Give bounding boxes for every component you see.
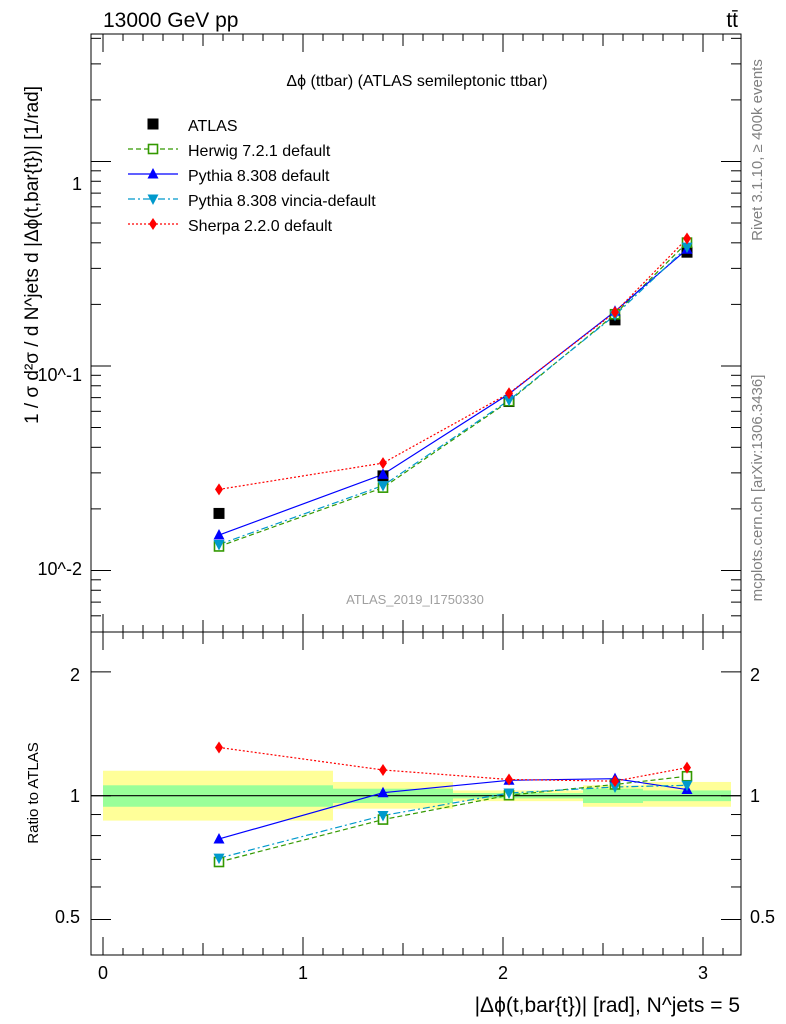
main-point-vincia <box>503 395 515 407</box>
legend-label-vincia: Pythia 8.308 vincia-default <box>188 193 376 210</box>
main-point-atlas <box>213 507 225 519</box>
main-point-sherpa <box>611 306 619 319</box>
process-label: tt̄ <box>726 9 738 32</box>
ratio-y-tick-label-right: 1 <box>750 786 760 806</box>
rivet-version-label: Rivet 3.1.10, ≥ 400k events <box>749 59 766 241</box>
ratio-point-vincia <box>609 782 621 793</box>
ratio-y-tick-label: 1 <box>70 786 80 806</box>
legend: ATLAS Herwig 7.2.1 default Pythia 8.308 … <box>128 118 376 235</box>
main-point-vincia <box>681 242 693 254</box>
mcplots-source-label: mcplots.cern.ch [arXiv:1306.3436] <box>749 375 766 602</box>
ratio-y-tick-label: 0.5 <box>55 907 80 927</box>
ratio-point-sherpa <box>379 763 387 776</box>
main-point-vincia <box>213 539 225 551</box>
legend-marker-atlas <box>147 118 159 130</box>
analysis-watermark: ATLAS_2019_I1750330 <box>346 592 484 607</box>
main-point-pythia <box>377 468 389 479</box>
main-y-axis-label: 1 / σ d²σ / d N^jets d |Δϕ(t,bar{t})| [1… <box>22 86 43 424</box>
x-tick-label: 1 <box>298 963 308 983</box>
main-y-tick-label: 10^-2 <box>38 559 82 579</box>
ratio-point-pythia <box>213 832 225 844</box>
legend-label-pythia: Pythia 8.308 default <box>188 168 330 185</box>
x-tick-label: 0 <box>98 963 108 983</box>
legend-marker-pythia <box>147 168 159 179</box>
ratio-point-vincia <box>377 811 389 822</box>
main-point-sherpa <box>379 457 387 470</box>
ratio-point-vincia <box>213 853 225 865</box>
ratio-y-tick-label: 2 <box>70 665 80 685</box>
main-point-pythia <box>213 529 225 540</box>
x-axis-label: |Δϕ(t,bar{t})| [rad], N^jets = 5 <box>475 994 740 1017</box>
main-y-tick-label: 1 <box>72 174 82 194</box>
ratio-point-sherpa <box>683 761 691 774</box>
ratio-point-sherpa <box>611 775 619 788</box>
main-point-sherpa <box>215 483 223 496</box>
ratio-point-vincia <box>503 788 515 800</box>
ratio-point-pythia <box>377 786 389 798</box>
ratio-axis-ticks <box>91 632 741 955</box>
plot-title: Δϕ (ttbar) (ATLAS semileptonic ttbar) <box>286 73 547 90</box>
main-point-vincia <box>377 481 389 492</box>
x-tick-label: 2 <box>498 963 508 983</box>
main-series-layer <box>213 232 693 552</box>
ratio-point-vincia <box>681 780 693 792</box>
ratio-point-sherpa <box>215 741 223 754</box>
main-axis-ticks <box>91 34 741 633</box>
ratio-plot-frame <box>90 631 742 956</box>
main-point-sherpa <box>505 387 513 400</box>
legend-label-sherpa: Sherpa 2.2.0 default <box>188 218 333 235</box>
legend-label-herwig: Herwig 7.2.1 default <box>188 143 331 160</box>
ratio-point-sherpa <box>505 773 513 786</box>
ratio-y-tick-label-right: 0.5 <box>750 907 775 927</box>
ratio-y-tick-label-right: 2 <box>750 665 760 685</box>
main-y-tick-label: 10^-1 <box>38 365 82 385</box>
legend-marker-sherpa <box>149 218 157 230</box>
legend-marker-herwig <box>147 143 159 155</box>
energy-label: 13000 GeV pp <box>103 9 238 32</box>
ratio-series-layer <box>213 741 693 868</box>
legend-label-atlas: ATLAS <box>188 118 238 135</box>
legend-marker-vincia <box>147 194 159 205</box>
ratio-y-axis-label: Ratio to ATLAS <box>25 742 42 843</box>
x-tick-label: 3 <box>698 963 708 983</box>
main-point-sherpa <box>683 232 691 245</box>
main-line-sherpa <box>218 238 688 491</box>
